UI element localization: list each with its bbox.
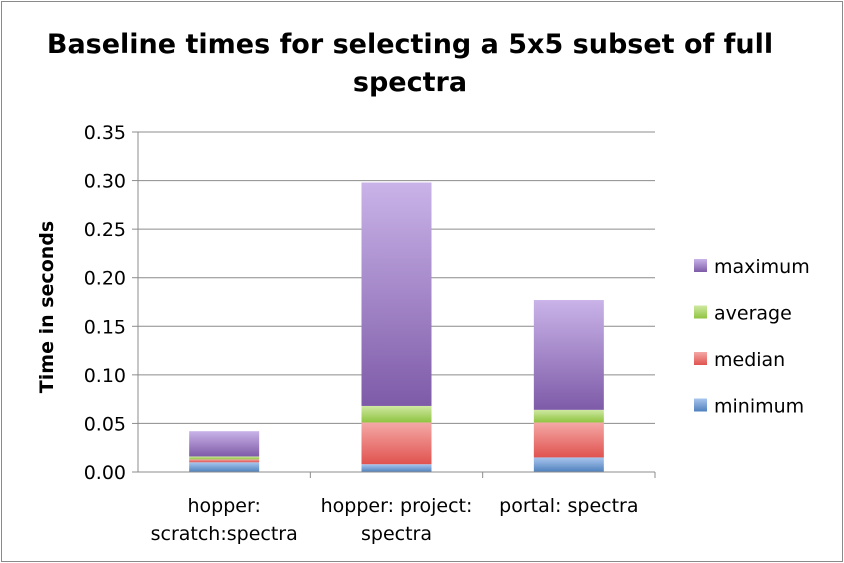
x-tick-label: portal: spectra [499,495,638,517]
y-tick-label: 0.15 [84,316,126,338]
legend-label-minimum: minimum [714,396,804,418]
legend-swatch-median [694,352,707,365]
legend-label-median: median [714,349,785,371]
bar-segment-maximum [533,300,604,410]
bar-segment-maximum [189,431,260,457]
x-tick-label: hopper: project: [321,495,473,517]
bar-segment-minimum [533,457,604,472]
chart-title: Baseline times for selecting a 5x5 subse… [46,29,774,98]
y-tick-label: 0.20 [84,268,126,290]
legend-swatch-maximum [694,259,707,272]
bar-segment-median [533,422,604,458]
bar-segment-average [533,409,604,423]
bar-segment-median [189,459,260,463]
y-tick-label: 0.10 [84,365,126,387]
y-axis-label: Time in seconds [36,221,58,393]
bar-segment-median [361,422,432,465]
bar-segment-minimum [361,464,432,472]
bar-segment-average [361,405,432,423]
legend-label-average: average [714,303,792,325]
y-tick-label: 0.35 [84,122,126,144]
bar-segment-maximum [361,182,432,406]
legend-swatch-average [694,305,707,319]
legend-label-maximum: maximum [714,256,810,278]
x-tick-label: spectra [361,523,432,545]
bar-segment-average [189,456,260,460]
legend-swatch-minimum [694,398,707,412]
bar-segment-minimum [189,462,260,472]
y-tick-label: 0.30 [84,171,126,193]
y-tick-label: 0.00 [84,462,126,484]
x-tick-label: hopper: [187,495,260,517]
x-tick-label: scratch:spectra [151,523,298,545]
y-tick-label: 0.05 [84,413,126,435]
y-tick-label: 0.25 [84,219,126,241]
